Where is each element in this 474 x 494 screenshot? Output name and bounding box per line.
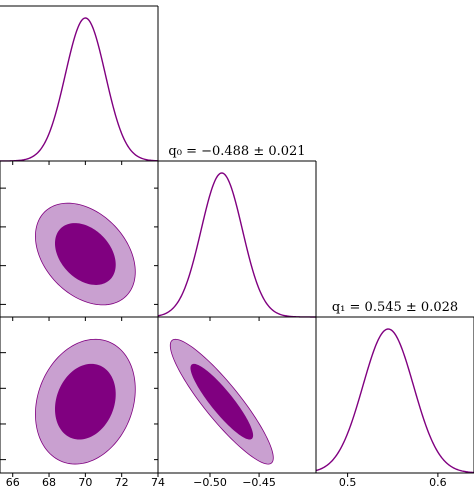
x-tick-label-H0-1: 68: [42, 476, 56, 489]
panel-title-q0: q₀ = −0.488 ± 0.021: [168, 144, 305, 159]
marginal-curve-H0: [0, 17, 159, 162]
x-tick-label-q1-1: 0.6: [429, 476, 447, 489]
marginal-curve-q1: [315, 328, 474, 474]
contour-q0-q1-inner: [190, 363, 254, 440]
contour-H0-q1-inner: [54, 363, 116, 440]
x-tick-label-q0-1: −0.45: [242, 476, 276, 489]
contour-H0-q0-inner: [54, 223, 116, 285]
x-tick-label-H0-4: 74: [151, 476, 165, 489]
panel-frame-q0-q1: [157, 316, 317, 474]
x-tick-label-q0-0: −0.50: [193, 476, 227, 489]
x-tick-label-H0-2: 70: [78, 476, 92, 489]
x-tick-label-H0-0: 66: [6, 476, 20, 489]
panel-title-q1: q₁ = 0.545 ± 0.028: [332, 300, 458, 315]
marginal-curve-q0: [157, 172, 316, 318]
x-tick-label-H0-3: 72: [115, 476, 129, 489]
x-tick-label-q1-0: 0.5: [339, 476, 357, 489]
